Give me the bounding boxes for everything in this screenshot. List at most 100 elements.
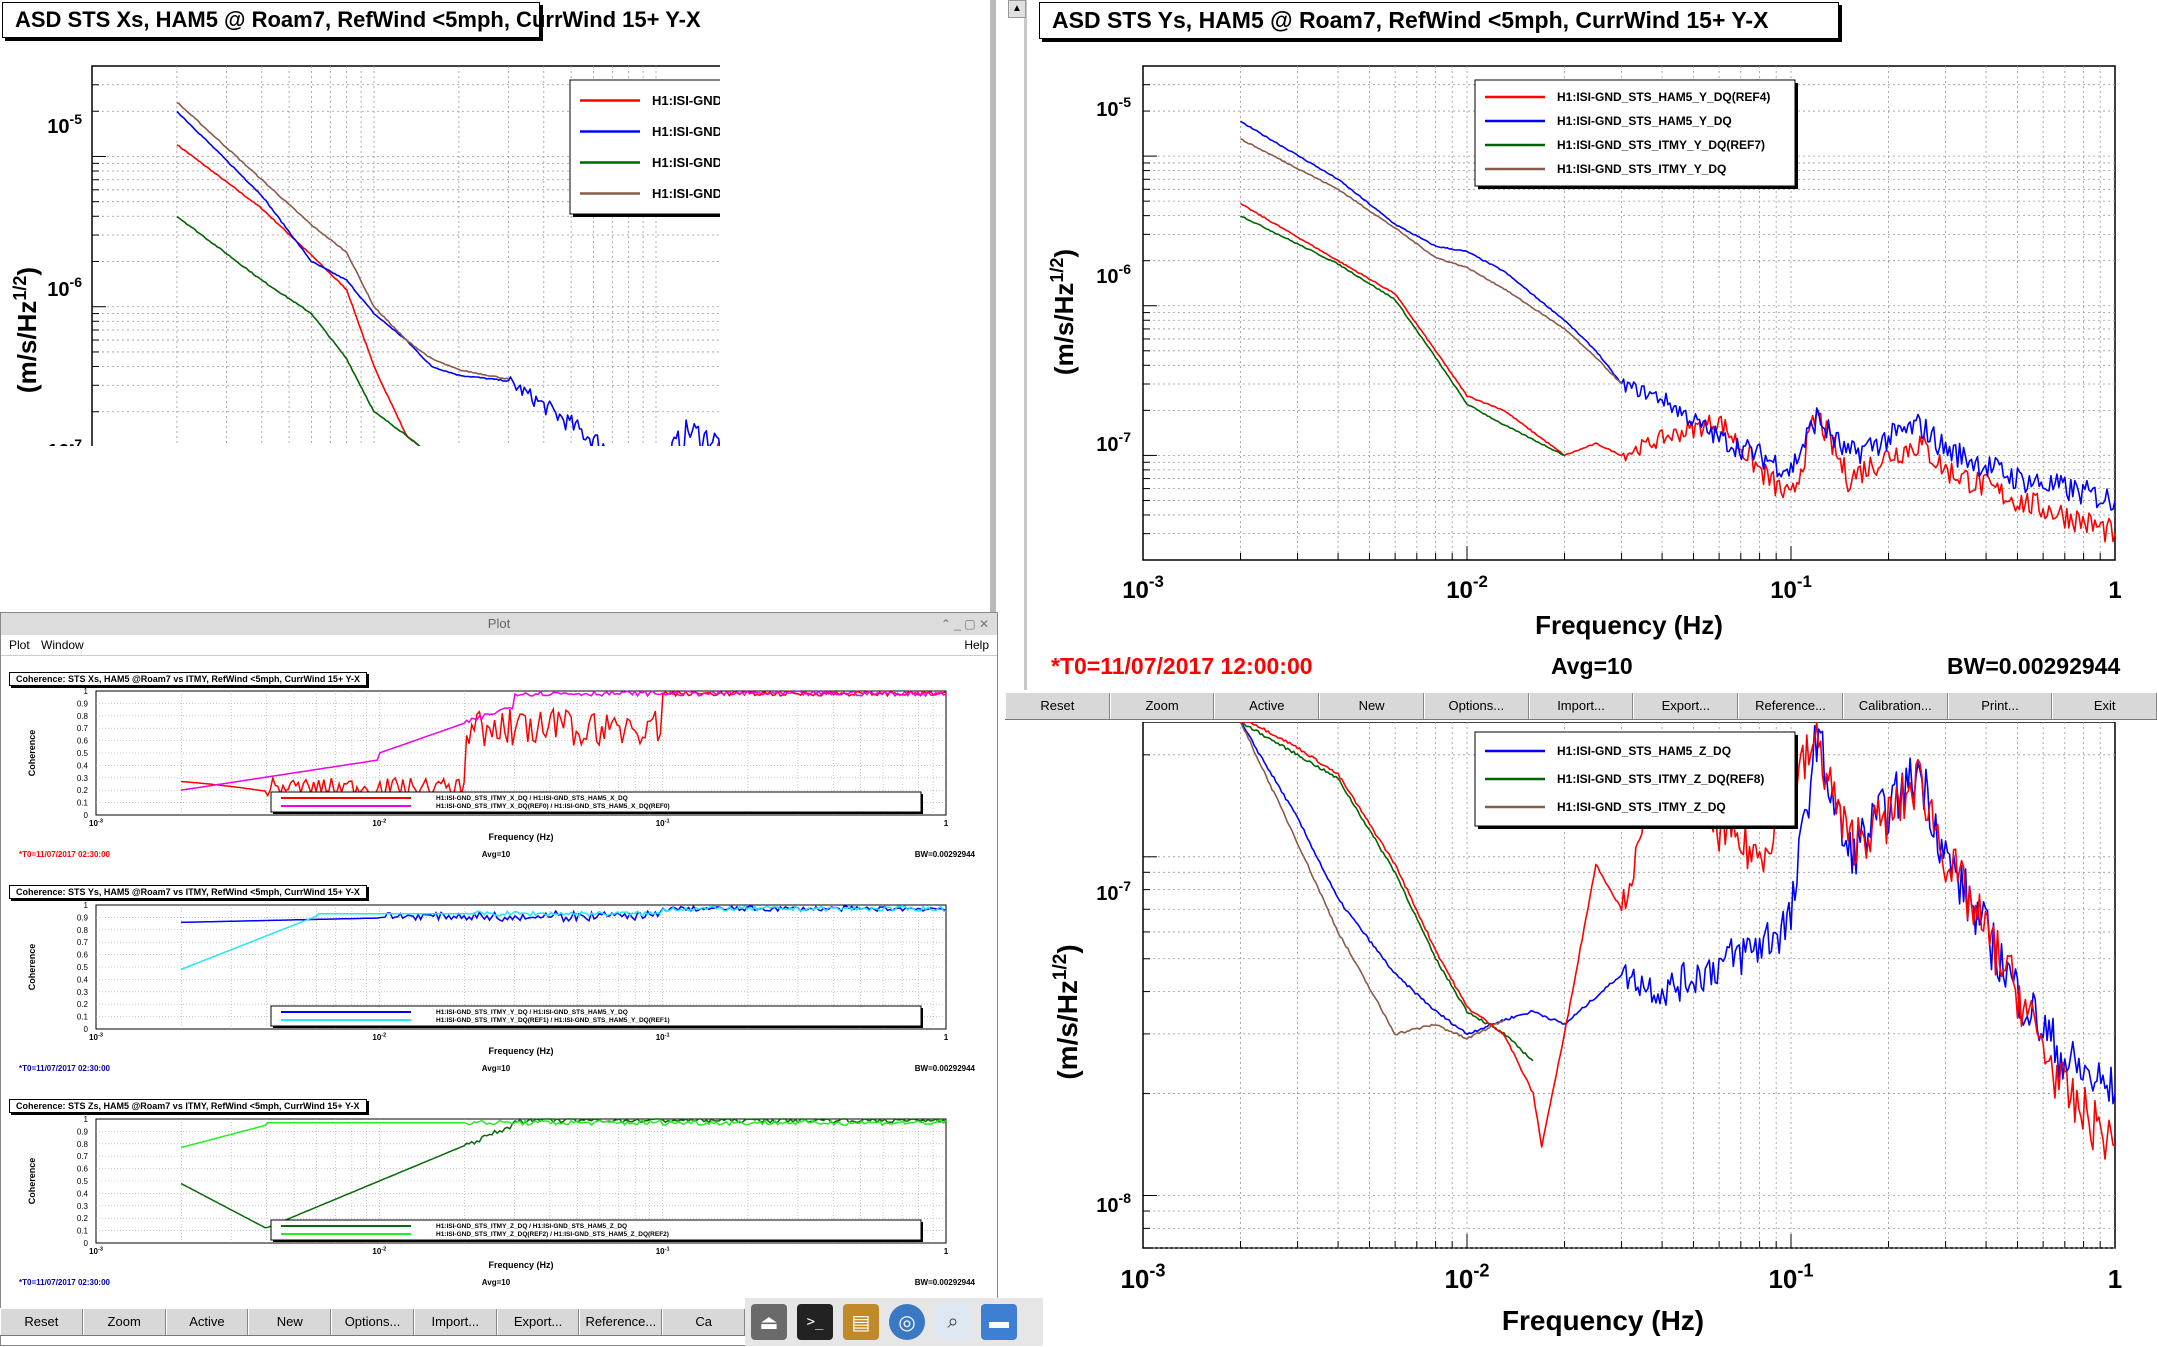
coh-x-tick: 10-1	[656, 1246, 670, 1256]
coh-new-button[interactable]: New	[248, 1309, 332, 1335]
series-line-3	[1240, 215, 1565, 457]
coh-y-tick: 0.7	[77, 1152, 89, 1161]
coh-export-button[interactable]: Export...	[496, 1309, 580, 1335]
coh-y-tick: 0.5	[77, 963, 89, 972]
coh-x-tick: 10-2	[372, 1032, 386, 1042]
coh-zoom-button[interactable]: Zoom	[82, 1309, 166, 1335]
window-controls[interactable]: ⌃ _ ▢ ✕	[940, 617, 989, 631]
coh-y-tick: 0.9	[77, 699, 89, 708]
coh-legend-entry: H1:ISI-GND_STS_ITMY_Z_DQ(REF2) / H1:ISI-…	[436, 1231, 669, 1238]
coh-y-tick: 0.1	[77, 799, 89, 808]
asd-new-button[interactable]: New	[1319, 693, 1424, 719]
asd-print-button[interactable]: Print...	[1947, 693, 2053, 719]
coh-legend-entry: H1:ISI-GND_STS_ITMY_Z_DQ / H1:ISI-GND_ST…	[436, 1223, 627, 1230]
coh-series-a	[180, 689, 947, 798]
plot-window: Plot ⌃ _ ▢ ✕ Plot Window Help 1 0.9 0.8 0.7…	[0, 612, 998, 1346]
y-tick-label: 10-5	[1096, 94, 1131, 121]
x-tick-label: 10-3	[1120, 1260, 1165, 1294]
series-line-1	[176, 144, 720, 446]
coh-y-label: Coherence	[27, 730, 37, 777]
coh-y-tick: 0.3	[77, 988, 89, 997]
coh-x-label: Frequency (Hz)	[488, 1260, 553, 1270]
legend-z-entry: H1:ISI-GND_STS_ITMY_Z_DQ(REF8)	[1557, 772, 1764, 786]
terminal-icon[interactable]: >_	[797, 1304, 833, 1340]
coh-y-label: Coherence	[27, 944, 37, 991]
search-doc-icon[interactable]: ⌕	[935, 1304, 971, 1340]
coh-z-title: Coherence: STS Zs, HAM5 @Roam7 vs ITMY, …	[9, 1099, 367, 1113]
legend-x	[569, 79, 720, 215]
x-tick-label: 1	[2108, 1264, 2122, 1294]
asd-options-button[interactable]: Options...	[1423, 693, 1529, 719]
coh-bw: BW=0.00292944	[915, 1278, 976, 1287]
coh-y-tick: 1	[84, 1115, 89, 1124]
coh-t0: *T0=11/07/2017 02:30:00	[19, 1278, 111, 1287]
coh-series-b	[180, 904, 946, 971]
asd-active-button[interactable]: Active	[1214, 693, 1320, 719]
series-line-3	[176, 216, 421, 446]
coh-legend	[270, 1219, 922, 1241]
plot-menubar: Plot Window Help	[1, 635, 997, 656]
y-tick-label: 10-7	[47, 436, 82, 446]
coh-y-tick: 0.2	[77, 1214, 89, 1223]
taskbar: ⏏ >_ ▤ ◎ ⌕ ▬	[745, 1298, 1043, 1346]
coh-reference-button[interactable]: Reference...	[579, 1309, 663, 1335]
coh-y-tick: 1	[84, 687, 89, 696]
menu-help[interactable]: Help	[964, 638, 989, 652]
splitter-right[interactable]	[1024, 0, 1027, 690]
asd-x-panel: 10-310-210-1110-510-610-7(m/s/Hz1/2)H1:I…	[0, 0, 720, 446]
asd-import-button[interactable]: Import...	[1528, 693, 1634, 719]
coh-x-tick: 1	[944, 1247, 949, 1256]
archive-icon[interactable]: ▤	[843, 1304, 879, 1340]
scroll-up-arrow[interactable]: ▲	[1008, 0, 1026, 18]
x-tick-label: 10-1	[1770, 572, 1812, 604]
series-line-4	[1240, 137, 1623, 385]
coh-x-tick: 10-3	[89, 1246, 103, 1256]
plot-window-titlebar[interactable]: Plot ⌃ _ ▢ ✕	[1, 613, 997, 635]
menu-plot[interactable]: Plot	[9, 638, 30, 652]
coh-import-button[interactable]: Import...	[413, 1309, 497, 1335]
coh-y-tick: 0.4	[77, 975, 89, 984]
coh-options-button[interactable]: Options...	[331, 1309, 414, 1335]
x-tick-label: 10-2	[1446, 572, 1488, 604]
coh-ca-button[interactable]: Ca	[662, 1309, 746, 1335]
asd-reset-button[interactable]: Reset	[1005, 693, 1110, 719]
coh-x-tick: 1	[944, 819, 949, 828]
y-tick-label: 10-6	[1096, 261, 1131, 288]
plot-window-title: Plot	[487, 616, 511, 631]
legend-y-entry: H1:ISI-GND_STS_ITMY_Y_DQ	[1557, 162, 1726, 176]
coh-x-tick: 1	[944, 1033, 949, 1042]
coh-y-tick: 0.7	[77, 938, 89, 947]
asd-exit-button[interactable]: Exit	[2052, 693, 2157, 719]
x-tick-label: 10-3	[1122, 572, 1164, 604]
globe-icon[interactable]: ◎	[889, 1304, 925, 1340]
x-axis-label: Frequency (Hz)	[1535, 610, 1723, 640]
folder-icon[interactable]: ▬	[981, 1304, 1017, 1340]
coh-y-tick: 0.8	[77, 926, 89, 935]
coh-y-tick: 0.4	[77, 1189, 89, 1198]
right-toolbar: Reset Zoom Active New Options... Import... Exp…	[1005, 692, 2157, 720]
timestamp-t0: *T0=11/07/2017 12:00:00	[1051, 653, 1313, 679]
y-tick-label: 10-6	[47, 274, 82, 301]
coh-y-tick: 0	[84, 1239, 89, 1248]
asd-zoom-button[interactable]: Zoom	[1109, 693, 1215, 719]
coh-t0: *T0=11/07/2017 02:30:00	[19, 850, 111, 859]
asd-export-button[interactable]: Export...	[1633, 693, 1739, 719]
coh-active-button[interactable]: Active	[165, 1309, 249, 1335]
coh-bw: BW=0.00292944	[915, 850, 976, 859]
asd-y-title: ASD STS Ys, HAM5 @ Roam7, RefWind <5mph,…	[1039, 2, 1839, 39]
drive-icon[interactable]: ⏏	[751, 1304, 787, 1340]
asd-reference-button[interactable]: Reference...	[1738, 693, 1843, 719]
series-line-1	[1240, 202, 2116, 543]
menu-window[interactable]: Window	[41, 638, 84, 652]
coh-y-tick: 0.9	[77, 913, 89, 922]
asd-calibration-button[interactable]: Calibration...	[1842, 693, 1948, 719]
coh-legend	[270, 791, 922, 813]
series-line-2	[1240, 722, 1534, 1062]
legend-x-entry: H1:ISI-GND_STS_ITMY_X_DQ	[652, 186, 720, 201]
coh-bw: BW=0.00292944	[915, 1064, 976, 1073]
coh-x-tick: 10-3	[89, 1032, 103, 1042]
coh-reset-button[interactable]: Reset	[0, 1309, 83, 1335]
coh-x-label: Frequency (Hz)	[488, 1046, 553, 1056]
series-line-2	[176, 110, 720, 446]
